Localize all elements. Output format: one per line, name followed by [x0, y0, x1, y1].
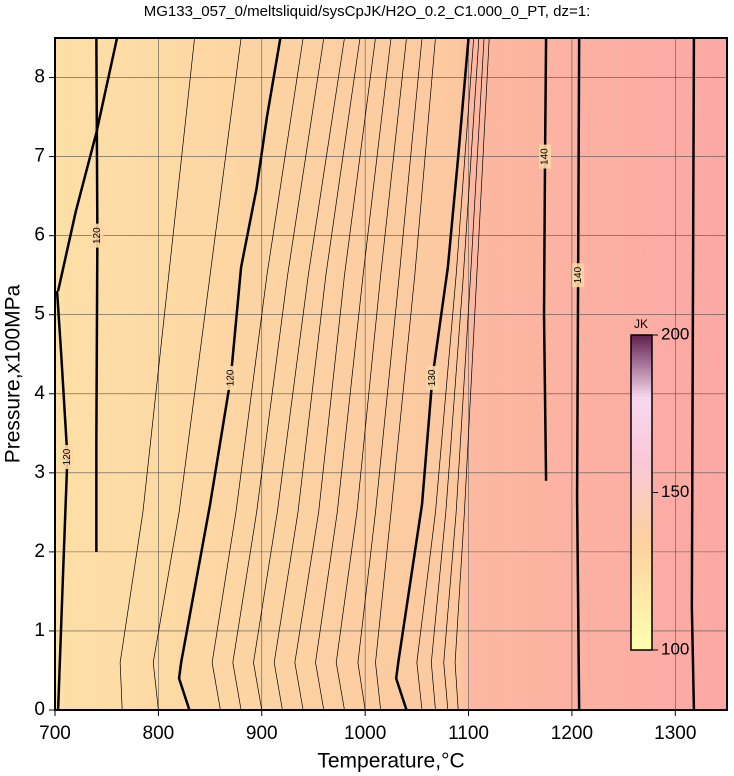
thin-contour [152, 37, 242, 711]
x-tick-label: 700 [39, 723, 71, 744]
contour-label: 130 [427, 369, 438, 386]
thin-contour [375, 37, 436, 711]
thin-contour [357, 37, 423, 711]
y-tick-label: 3 [34, 462, 45, 483]
contour [394, 37, 470, 711]
thin-contour [416, 37, 475, 711]
x-tick-label: 900 [246, 723, 278, 744]
contour-label-bg [426, 365, 439, 390]
thin-contour [430, 37, 480, 711]
contour-label: 120 [92, 227, 103, 244]
y-tick-label: 8 [34, 67, 45, 88]
y-tick-label: 1 [34, 620, 45, 641]
thin-contour [253, 37, 345, 711]
thin-contour [273, 37, 361, 711]
contour-label-bg [91, 223, 104, 248]
contour-label-bg [61, 445, 74, 470]
y-tick-label: 2 [34, 541, 45, 562]
colorbar [630, 334, 653, 651]
contour-label: 120 [62, 448, 73, 465]
plot-background [55, 38, 727, 710]
plot-frame [54, 37, 728, 711]
y-tick-label: 4 [34, 383, 45, 404]
colorbar-label: JK [634, 317, 648, 331]
colorbar-tick-label: 150 [661, 482, 689, 501]
x-axis-label: Temperature,°C [317, 750, 464, 773]
y-axis-label: Pressure,x100MPa [2, 284, 25, 463]
contour-label-bg [224, 365, 237, 390]
contour [575, 37, 581, 711]
thin-contour [119, 37, 195, 711]
contour-label: 140 [540, 148, 551, 165]
thin-contour [335, 37, 407, 711]
contour-label: 140 [573, 266, 584, 283]
thin-contour [443, 37, 485, 711]
thin-contour [294, 37, 376, 711]
contour-label: 120 [225, 369, 236, 386]
chart-title: MG133_057_0/meltsliquid/sysCpJK/H2O_0.2_… [144, 3, 591, 20]
y-tick-label: 5 [34, 304, 45, 325]
x-tick-label: 1300 [654, 723, 696, 744]
x-tick-label: 800 [143, 723, 175, 744]
x-tick-label: 1200 [551, 723, 593, 744]
y-tick-label: 0 [34, 699, 45, 720]
colorbar-tick-label: 100 [661, 639, 689, 658]
contour [95, 37, 99, 552]
y-tick-label: 6 [34, 225, 45, 246]
colorbar-tick-label: 200 [661, 324, 689, 343]
y-tick-label: 7 [34, 146, 45, 167]
x-tick-label: 1100 [448, 723, 489, 744]
thin-contour [315, 37, 392, 711]
x-tick-label: 1000 [344, 723, 386, 744]
contour [542, 37, 548, 481]
contour [56, 37, 119, 292]
thin-contour [454, 37, 490, 711]
contour-label-bg [539, 144, 552, 169]
thin-contour [232, 37, 325, 711]
contour-label-bg [572, 263, 585, 288]
thin-contour [211, 37, 304, 711]
contour [690, 37, 696, 711]
